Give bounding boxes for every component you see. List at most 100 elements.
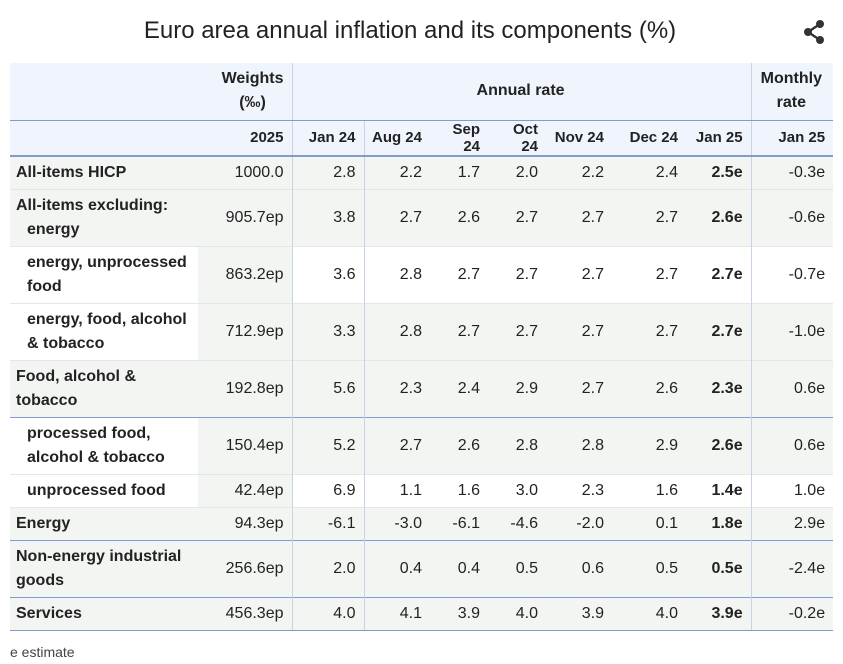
header-weights-year: 2025	[198, 120, 293, 157]
cell: 5.2	[292, 417, 365, 475]
cell: 0.5	[488, 540, 546, 598]
page-title: Euro area annual inflation and its compo…	[143, 17, 677, 44]
cell: 2.7e	[686, 303, 752, 361]
cell: 2.6e	[686, 417, 752, 475]
cell-monthly: -0.7e	[751, 246, 834, 304]
cell: 2.4	[430, 360, 488, 418]
cell: 2.8	[546, 417, 612, 475]
row-weight: 1000.0	[198, 155, 293, 190]
cell: 2.7	[612, 246, 686, 304]
cell: 2.7	[430, 246, 488, 304]
row-weight: 150.4ep	[198, 417, 293, 475]
cell: 1.6	[612, 474, 686, 508]
row-label: energy, unprocessed food	[10, 246, 198, 304]
cell: 1.8e	[686, 507, 752, 541]
cell: 2.7	[488, 246, 546, 304]
cell: 2.0	[488, 155, 546, 190]
cell: 2.7	[488, 189, 546, 247]
cell: 2.7	[546, 189, 612, 247]
footnote: e estimate	[10, 644, 75, 660]
cell-monthly: -1.0e	[751, 303, 834, 361]
cell: 2.7	[364, 417, 430, 475]
cell: 0.6	[546, 540, 612, 598]
cell: 4.1	[364, 597, 430, 631]
cell: 2.7	[546, 360, 612, 418]
cell: 0.4	[430, 540, 488, 598]
cell: 4.0	[292, 597, 365, 631]
cell-monthly: 0.6e	[751, 360, 834, 418]
cell: 0.5e	[686, 540, 752, 598]
cell: 5.6	[292, 360, 365, 418]
header-month: Jan 25	[686, 120, 752, 157]
header-stub-2	[10, 120, 198, 157]
table-row: Non-energy industrial goods 256.6ep 2.0 0…	[10, 540, 834, 598]
cell-monthly: -0.2e	[751, 597, 834, 631]
cell: 2.8	[292, 155, 365, 190]
cell: 2.3	[364, 360, 430, 418]
cell-monthly: -0.6e	[751, 189, 834, 247]
row-weight: 42.4ep	[198, 474, 293, 508]
cell: 2.9	[488, 360, 546, 418]
header-stub	[10, 63, 198, 121]
cell: 3.3	[292, 303, 365, 361]
table-row: All-items excluding: energy 905.7ep 3.8 2…	[10, 189, 834, 247]
row-label: All-items excluding: energy	[10, 189, 198, 247]
row-weight: 192.8ep	[198, 360, 293, 418]
row-weight: 863.2ep	[198, 246, 293, 304]
row-label: Energy	[10, 507, 198, 541]
cell: 2.8	[364, 303, 430, 361]
share-button[interactable]	[801, 19, 827, 45]
header-monthly-month: Jan 25	[751, 120, 834, 157]
cell: 2.8	[488, 417, 546, 475]
cell: 1.1	[364, 474, 430, 508]
row-label: Services	[10, 597, 198, 631]
row-weight: 256.6ep	[198, 540, 293, 598]
table-row: Services 456.3ep 4.0 4.1 3.9 4.0 3.9 4.0…	[10, 597, 834, 631]
cell: 2.7	[430, 303, 488, 361]
table-row: energy, unprocessed food 863.2ep 3.6 2.8 …	[10, 246, 834, 304]
cell-monthly: 2.9e	[751, 507, 834, 541]
table-row: processed food, alcohol & tobacco 150.4ep…	[10, 417, 834, 475]
cell-monthly: 0.6e	[751, 417, 834, 475]
header-month: Oct 24	[488, 120, 546, 157]
cell: 0.1	[612, 507, 686, 541]
cell: 2.4	[612, 155, 686, 190]
row-label: unprocessed food	[10, 474, 198, 508]
cell: 3.6	[292, 246, 365, 304]
cell: -3.0	[364, 507, 430, 541]
header-month: Jan 24	[292, 120, 365, 157]
cell: 2.7e	[686, 246, 752, 304]
header-annual-rate: Annual rate	[292, 63, 752, 121]
cell: 2.6	[430, 189, 488, 247]
cell: 1.7	[430, 155, 488, 190]
row-label: All-items HICP	[10, 155, 198, 190]
row-weight: 456.3ep	[198, 597, 293, 631]
cell: 0.5	[612, 540, 686, 598]
cell: 2.6	[430, 417, 488, 475]
cell: 2.3	[546, 474, 612, 508]
cell: -6.1	[292, 507, 365, 541]
row-label: processed food, alcohol & tobacco	[10, 417, 198, 475]
cell: 4.0	[488, 597, 546, 631]
header-month: Nov 24	[546, 120, 612, 157]
cell: 2.7	[612, 189, 686, 247]
row-label: energy, food, alcohol & tobacco	[10, 303, 198, 361]
cell: 2.6e	[686, 189, 752, 247]
cell: 2.8	[364, 246, 430, 304]
cell: -4.6	[488, 507, 546, 541]
header-month: Dec 24	[612, 120, 686, 157]
table-row: unprocessed food 42.4ep 6.9 1.1 1.6 3.0 …	[10, 474, 834, 508]
row-label: Non-energy industrial goods	[10, 540, 198, 598]
row-weight: 94.3ep	[198, 507, 293, 541]
cell: 3.0	[488, 474, 546, 508]
table-row: All-items HICP 1000.0 2.8 2.2 1.7 2.0 2.…	[10, 155, 834, 190]
cell-monthly: -0.3e	[751, 155, 834, 190]
table-row: Food, alcohol & tobacco 192.8ep 5.6 2.3 2…	[10, 360, 834, 418]
row-weight: 712.9ep	[198, 303, 293, 361]
cell: 2.7	[546, 246, 612, 304]
cell: 2.3e	[686, 360, 752, 418]
cell: 0.4	[364, 540, 430, 598]
cell: 2.7	[612, 303, 686, 361]
cell: 2.6	[612, 360, 686, 418]
header-weights: Weights (‰)	[198, 63, 293, 121]
